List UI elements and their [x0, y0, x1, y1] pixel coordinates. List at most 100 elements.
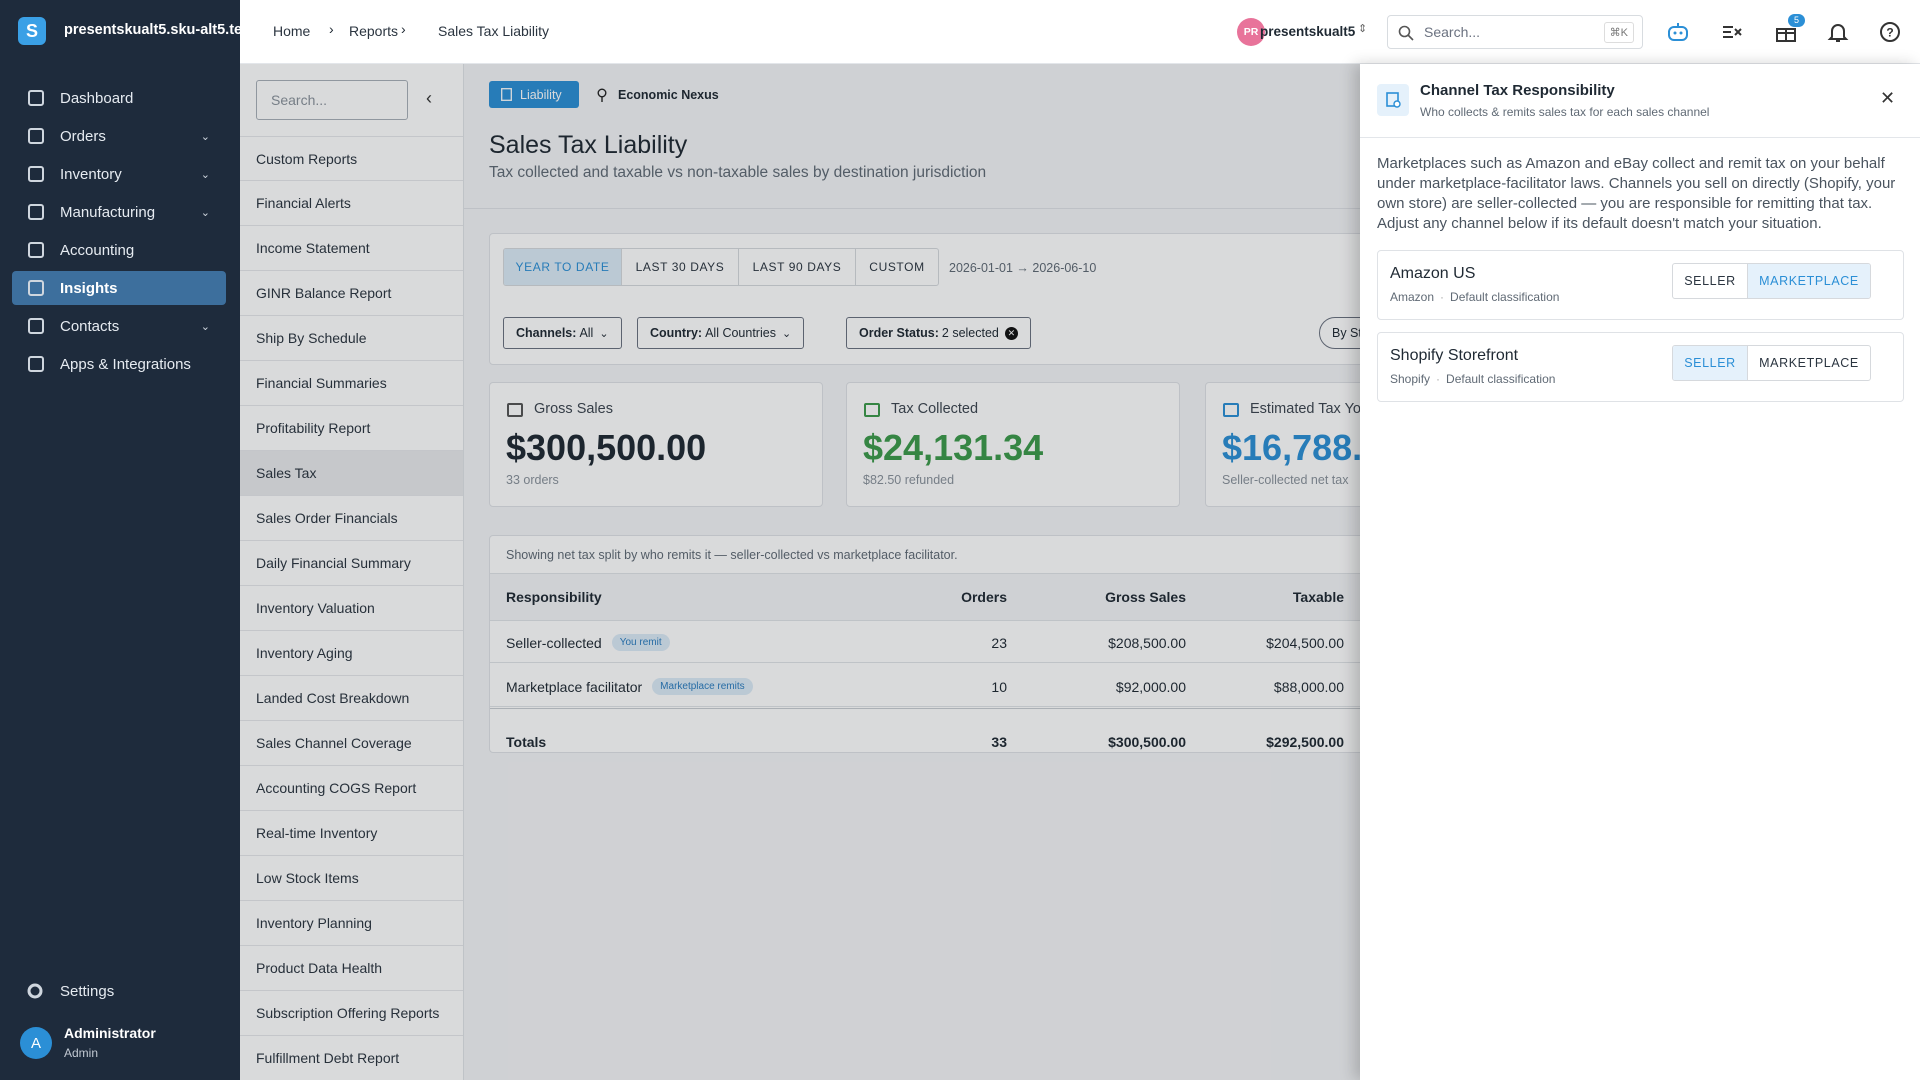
card-label: Estimated Tax Yo [1250, 401, 1361, 417]
account-avatar[interactable]: PR [1237, 18, 1265, 46]
report-item[interactable]: Landed Cost Breakdown [240, 676, 463, 721]
icon [27, 983, 43, 999]
report-item[interactable]: Financial Summaries [240, 361, 463, 406]
report-item[interactable]: Subscription Offering Reports [240, 991, 463, 1036]
account-name[interactable]: presentskualt5 [1260, 24, 1356, 39]
nav-item[interactable]: Dashboard [12, 81, 226, 115]
help-icon[interactable]: ? [1878, 20, 1902, 44]
responsibility-toggle: SELLER MARKETPLACE [1672, 263, 1871, 299]
breadcrumb[interactable]: Home [273, 23, 311, 39]
search-placeholder: Search... [1424, 24, 1481, 40]
nav-label: Inventory [60, 165, 122, 183]
channel-name: Shopify Storefront [1390, 347, 1519, 364]
close-button[interactable]: ✕ [1880, 88, 1896, 108]
nav-item[interactable]: Contacts ⌄ [12, 309, 226, 343]
range-button[interactable]: LAST 30 DAYS [622, 249, 739, 285]
nav-item[interactable]: Orders ⌄ [12, 119, 226, 153]
panel-subtitle: Who collects & remits sales tax for each… [1420, 105, 1710, 119]
filter-chip[interactable]: Channels: All ⌄ [503, 317, 622, 349]
report-item[interactable]: Low Stock Items [240, 856, 463, 901]
account-switch[interactable]: ⇕ [1358, 23, 1368, 35]
table-cell: 23 [991, 635, 1007, 651]
nav-settings[interactable]: Settings [12, 974, 226, 1008]
user-name: Administrator [64, 1025, 156, 1041]
range-group: YEAR TO DATE LAST 30 DAYS LAST 90 DAYS CUST… [503, 248, 939, 286]
channel-meta: Amazon · Default classification [1390, 290, 1559, 304]
filter-chip[interactable]: Order Status: 2 selected ✕ [846, 317, 1031, 349]
collapse-button[interactable]: ‹ [426, 88, 432, 108]
overlay[interactable] [240, 64, 1360, 1080]
channel-classification: Default classification [1446, 372, 1556, 386]
nav-item[interactable]: Inventory ⌄ [12, 157, 226, 191]
tab-nexus[interactable]: Economic Nexus [596, 81, 719, 108]
card-label: Tax Collected [891, 401, 979, 417]
nav-icon [28, 280, 44, 296]
report-item[interactable]: Profitability Report [240, 406, 463, 451]
toggle-option[interactable]: MARKETPLACE [1747, 346, 1870, 380]
report-item[interactable]: Product Data Health [240, 946, 463, 991]
panel-title: Channel Tax Responsibility [1420, 82, 1615, 99]
report-item[interactable]: Real-time Inventory [240, 811, 463, 856]
date-range: 2026-01-01 → 2026-06-10 [949, 261, 1097, 275]
filter-label: Order Status: [859, 326, 939, 340]
assistant-icon[interactable] [1666, 20, 1690, 44]
report-item[interactable]: Daily Financial Summary [240, 541, 463, 586]
search-shortcut: ⌘K [1603, 22, 1634, 43]
topbar: PR presentskualt5 ⇕ Search... ⌘K 5 ? Hom… [240, 0, 1920, 64]
report-item[interactable]: Inventory Valuation [240, 586, 463, 631]
nav-chevron: ⌄ [200, 320, 210, 333]
page-title: Sales Tax Liability [489, 131, 688, 159]
toggle-option[interactable]: SELLER [1684, 274, 1736, 288]
filter-chip[interactable]: Country: All Countries ⌄ [637, 317, 805, 349]
filter-icon: ⌄ [599, 327, 609, 340]
row-name: Seller-collected You remit [506, 634, 670, 651]
nav-item[interactable]: Apps & Integrations [12, 347, 226, 381]
report-item[interactable]: Inventory Planning [240, 901, 463, 946]
toggle-option[interactable]: SELLER [1673, 346, 1747, 380]
report-item[interactable]: Inventory Aging [240, 631, 463, 676]
report-item[interactable]: Sales Tax [240, 451, 463, 496]
toggle-option[interactable]: MARKETPLACE [1747, 264, 1870, 298]
nav-label: Apps & Integrations [60, 355, 191, 373]
nav-chevron: ⌄ [200, 130, 210, 143]
user-avatar[interactable]: A [20, 1027, 52, 1059]
nav-item[interactable]: Insights [12, 271, 226, 305]
nav-label: Contacts [60, 317, 120, 335]
tasks-icon[interactable] [1720, 20, 1744, 44]
range-button[interactable]: CUSTOM [869, 260, 925, 274]
report-item[interactable]: Accounting COGS Report [240, 766, 463, 811]
gift-icon[interactable] [1774, 20, 1798, 44]
report-item[interactable]: Fulfillment Debt Report [240, 1036, 463, 1080]
column-header: Taxable [1292, 589, 1344, 605]
row-tag: You remit [611, 634, 670, 651]
report-item[interactable]: Income Statement [240, 226, 463, 271]
report-search[interactable]: Search... [256, 80, 408, 120]
nav-icon [28, 318, 44, 334]
column-header: Orders [961, 589, 1007, 605]
breadcrumb[interactable]: Reports [349, 23, 399, 39]
filter-value: All Countries [705, 326, 776, 340]
range-button[interactable]: YEAR TO DATE [504, 249, 622, 285]
row-name: Marketplace facilitator Marketplace remit… [506, 678, 753, 695]
report-item[interactable]: Sales Channel Coverage [240, 721, 463, 766]
filter-value: All [579, 326, 594, 340]
search-box[interactable]: Search... ⌘K [1387, 15, 1643, 49]
report-item[interactable]: Ship By Schedule [240, 316, 463, 361]
channel-platform: Amazon [1390, 290, 1435, 304]
report-item[interactable]: Sales Order Financials [240, 496, 463, 541]
report-item[interactable]: GINR Balance Report [240, 271, 463, 316]
notifications-icon[interactable] [1826, 20, 1850, 44]
nav-item[interactable]: Manufacturing ⌄ [12, 195, 226, 229]
report-item[interactable]: Custom Reports [240, 136, 463, 181]
report-item[interactable]: Financial Alerts [240, 181, 463, 226]
card-icon [1223, 403, 1239, 417]
totals-cell: $300,500.00 [1108, 734, 1186, 750]
table-note: Showing net tax split by who remits it —… [506, 548, 958, 562]
meta-separator: · [1440, 290, 1445, 304]
range-button[interactable]: LAST 90 DAYS [739, 249, 856, 285]
responsibility-toggle: SELLER MARKETPLACE [1672, 345, 1871, 381]
tab-liability[interactable]: Liability [489, 81, 579, 108]
filter-icon: ⌄ [781, 327, 792, 340]
nav-item[interactable]: Accounting [12, 233, 226, 267]
